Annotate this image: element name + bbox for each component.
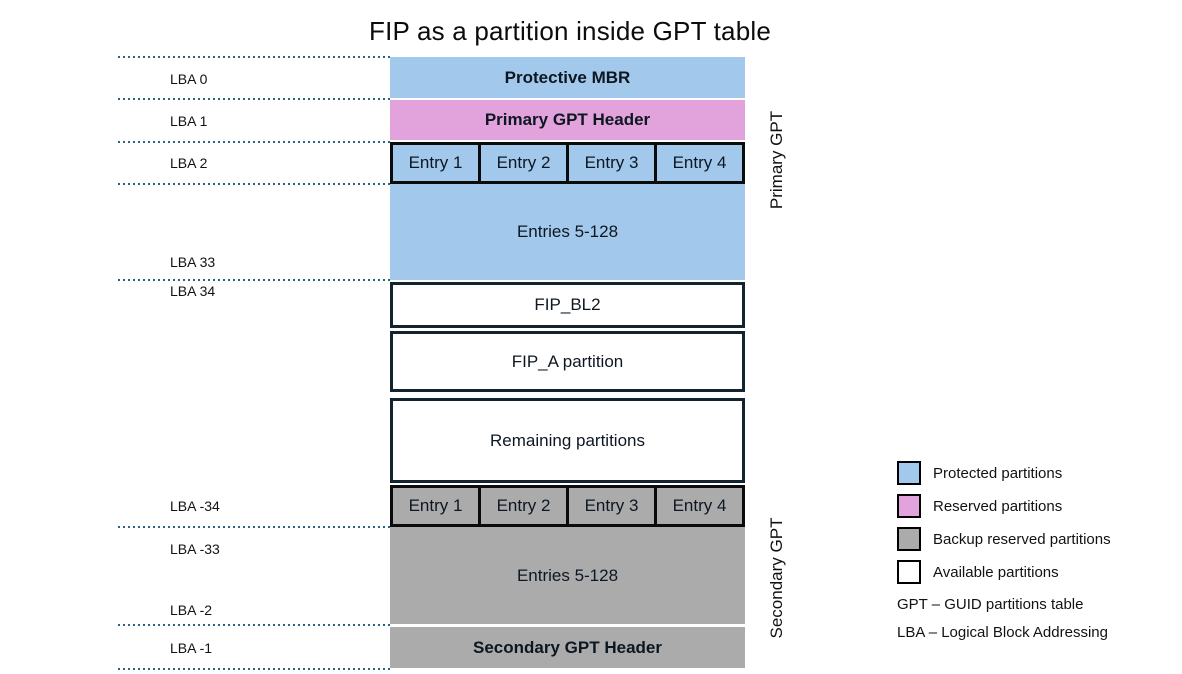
lba-label-33: LBA 33: [170, 254, 216, 270]
lba-boundary-line: [118, 668, 390, 670]
legend-item-reserved: Reserved partitions: [897, 494, 1111, 518]
lba-label-34: LBA 34: [170, 283, 216, 299]
entry-label: Entry 1: [408, 496, 463, 515]
block-secondary-gpt-header: Secondary GPT Header: [390, 627, 745, 668]
entry-cell-4: Entry 4: [657, 488, 742, 524]
block-remaining-partitions: Remaining partitions: [390, 398, 745, 483]
block-primary-gpt-header: Primary GPT Header: [390, 100, 745, 140]
block-label: Primary GPT Header: [484, 110, 651, 129]
legend-label: Reserved partitions: [933, 497, 1063, 515]
legend-item-protected: Protected partitions: [897, 461, 1111, 485]
block-entries-5-128-secondary: Entries 5-128: [390, 527, 745, 624]
block-fip-bl2: FIP_BL2: [390, 282, 745, 328]
entry-label: Entry 3: [584, 496, 639, 515]
entry-cell-1: Entry 1: [393, 488, 478, 524]
abbreviation-notes: GPT – GUID partitions table LBA – Logica…: [897, 596, 1108, 652]
secondary-gpt-side-label: Secondary GPT: [767, 517, 786, 639]
lba-boundary-line: [118, 56, 390, 58]
lba-boundary-line: [118, 624, 390, 626]
entry-cell-2: Entry 2: [481, 145, 566, 181]
legend-label: Available partitions: [933, 563, 1059, 581]
lba-label-neg1: LBA -1: [170, 640, 213, 656]
lba-boundary-line: [118, 526, 390, 528]
block-fip-a-partition: FIP_A partition: [390, 331, 745, 392]
lba-boundary-line: [118, 183, 390, 185]
block-label: Protective MBR: [504, 67, 631, 87]
lba-boundary-line: [118, 279, 390, 281]
block-label: Entries 5-128: [516, 565, 619, 585]
entry-label: Entry 2: [496, 153, 551, 172]
entry-cell-1: Entry 1: [393, 145, 478, 181]
entry-cell-4: Entry 4: [657, 145, 742, 181]
block-label: FIP_BL2: [534, 295, 601, 314]
backup-swatch-icon: [897, 527, 921, 551]
block-protective-mbr: Protective MBR: [390, 57, 745, 98]
lba-note: LBA – Logical Block Addressing: [897, 624, 1108, 641]
lba-label-neg34: LBA -34: [170, 498, 220, 514]
entry-cell-3: Entry 3: [569, 488, 654, 524]
legend-item-available: Available partitions: [897, 560, 1111, 584]
lba-boundary-line: [118, 98, 390, 100]
lba-label-neg2: LBA -2: [170, 602, 213, 618]
legend-label: Protected partitions: [933, 464, 1063, 482]
page-title: FIP as a partition inside GPT table: [368, 16, 772, 46]
lba-boundary-line: [118, 141, 390, 143]
entry-label: Entry 3: [584, 153, 639, 172]
primary-gpt-side-label: Primary GPT: [767, 110, 786, 210]
block-label: Secondary GPT Header: [473, 637, 662, 657]
block-label: FIP_A partition: [511, 351, 624, 371]
block-label: Entries 5-128: [516, 222, 619, 241]
reserved-swatch-icon: [897, 494, 921, 518]
lba-label-1: LBA 1: [170, 113, 208, 129]
entry-label: Entry 1: [408, 153, 463, 172]
legend-item-backup: Backup reserved partitions: [897, 527, 1111, 551]
lba-label-0: LBA 0: [170, 71, 208, 87]
primary-entry-row: Entry 1 Entry 2 Entry 3 Entry 4: [390, 142, 745, 184]
entry-cell-2: Entry 2: [481, 488, 566, 524]
legend-label: Backup reserved partitions: [933, 530, 1111, 548]
lba-label-neg33: LBA -33: [170, 541, 220, 557]
block-entries-5-128-primary: Entries 5-128: [390, 184, 745, 280]
secondary-entry-row: Entry 1 Entry 2 Entry 3 Entry 4: [390, 485, 745, 527]
entry-label: Entry 2: [496, 496, 551, 515]
block-label: Remaining partitions: [490, 430, 645, 450]
available-swatch-icon: [897, 560, 921, 584]
gpt-note: GPT – GUID partitions table: [897, 596, 1084, 613]
entry-label: Entry 4: [672, 496, 727, 515]
entry-label: Entry 4: [672, 153, 727, 172]
entry-cell-3: Entry 3: [569, 145, 654, 181]
protected-swatch-icon: [897, 461, 921, 485]
lba-label-2: LBA 2: [170, 155, 208, 171]
legend: Protected partitions Reserved partitions…: [897, 461, 1111, 593]
